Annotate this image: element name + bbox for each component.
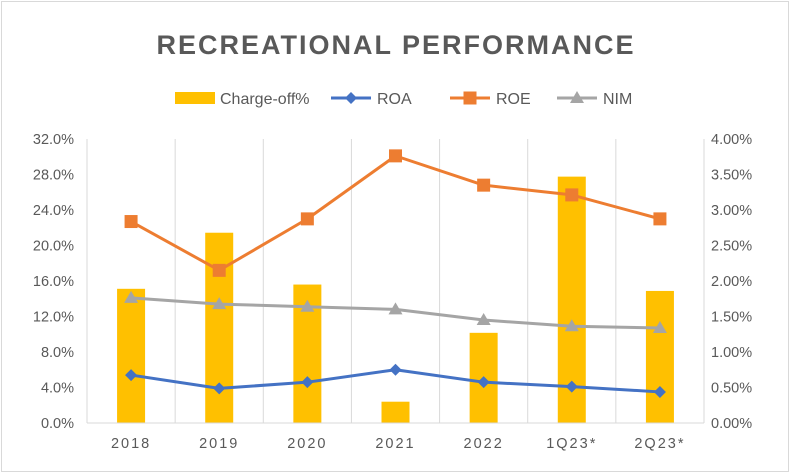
right-tick-label: 0.50% xyxy=(711,381,752,397)
x-tick-label: 2019 xyxy=(199,436,239,452)
left-tick-label: 20.0% xyxy=(33,239,74,255)
point-roe xyxy=(124,215,138,229)
line-series xyxy=(124,149,667,398)
point-roa xyxy=(389,363,402,376)
legend-marker-roe xyxy=(463,91,477,105)
left-tick-label: 28.0% xyxy=(33,168,74,184)
point-nim xyxy=(652,321,667,334)
left-tick-label: 0.0% xyxy=(41,416,74,432)
point-roa xyxy=(125,369,138,382)
point-roa xyxy=(477,376,490,389)
legend-swatch-charge-off xyxy=(175,92,215,104)
legend-label: NIM xyxy=(603,91,632,108)
legend-entry: Charge-off% xyxy=(175,91,310,108)
point-nim xyxy=(388,302,403,315)
x-tick-label: 1Q23* xyxy=(546,436,597,452)
right-tick-label: 2.50% xyxy=(711,239,752,255)
point-roa xyxy=(213,382,226,395)
legend: Charge-off% ROA ROE NIM xyxy=(175,91,632,108)
left-tick-label: 4.0% xyxy=(41,381,74,397)
x-tick-label: 2018 xyxy=(111,436,151,452)
right-axis: 0.00% 0.50% 1.00% 1.50% 2.00% 2.50% 3.00% 3.50%… xyxy=(703,132,752,432)
right-tick-label: 2.00% xyxy=(711,274,752,290)
left-tick-label: 8.0% xyxy=(41,345,74,361)
point-nim xyxy=(476,313,491,326)
point-roe xyxy=(212,263,226,277)
point-roa xyxy=(565,380,578,393)
legend-entry: NIM xyxy=(557,91,632,108)
point-nim xyxy=(124,290,139,303)
point-roa xyxy=(653,385,666,398)
x-tick-label: 2021 xyxy=(375,436,415,452)
legend-marker-roa xyxy=(345,92,357,104)
legend-marker-nim xyxy=(570,91,584,103)
point-roe xyxy=(300,212,314,226)
legend-label: ROA xyxy=(377,91,412,108)
point-roa xyxy=(301,376,314,389)
legend-entry: ROA xyxy=(331,91,412,108)
left-tick-label: 24.0% xyxy=(33,203,74,219)
x-tick-label: 2Q23* xyxy=(634,436,685,452)
bar-charge-off xyxy=(117,288,146,423)
legend-label: ROE xyxy=(496,91,531,108)
x-tick-label: 2022 xyxy=(464,436,504,452)
right-tick-label: 1.00% xyxy=(711,345,752,361)
x-axis: 2018 2019 2020 2021 2022 1Q23* 2Q23* xyxy=(87,422,704,452)
right-tick-label: 3.00% xyxy=(711,203,752,219)
point-nim xyxy=(300,299,315,312)
point-nim xyxy=(212,297,227,310)
bar-charge-off xyxy=(205,232,234,423)
point-roe xyxy=(389,149,402,163)
legend-label: Charge-off% xyxy=(220,91,310,108)
left-tick-label: 16.0% xyxy=(33,274,74,290)
left-tick-label: 12.0% xyxy=(33,310,74,326)
legend-entry: ROE xyxy=(450,91,531,108)
bar-charge-off xyxy=(381,401,410,423)
gridlines xyxy=(174,139,617,423)
bar-charge-off xyxy=(645,290,674,423)
left-tick-label: 32.0% xyxy=(33,132,74,148)
chart-title: RECREATIONAL PERFORMANCE xyxy=(156,30,635,60)
point-roe xyxy=(653,212,667,226)
right-tick-label: 4.00% xyxy=(711,132,752,148)
x-tick-label: 2020 xyxy=(287,436,327,452)
right-tick-label: 0.00% xyxy=(711,416,752,432)
left-axis: 0.0% 4.0% 8.0% 12.0% 16.0% 20.0% 24.0% 28.0% 32.… xyxy=(33,132,88,432)
point-roe xyxy=(565,188,579,202)
point-nim xyxy=(564,319,579,332)
point-roe xyxy=(477,178,491,192)
right-tick-label: 1.50% xyxy=(711,310,752,326)
right-tick-label: 3.50% xyxy=(711,168,752,184)
